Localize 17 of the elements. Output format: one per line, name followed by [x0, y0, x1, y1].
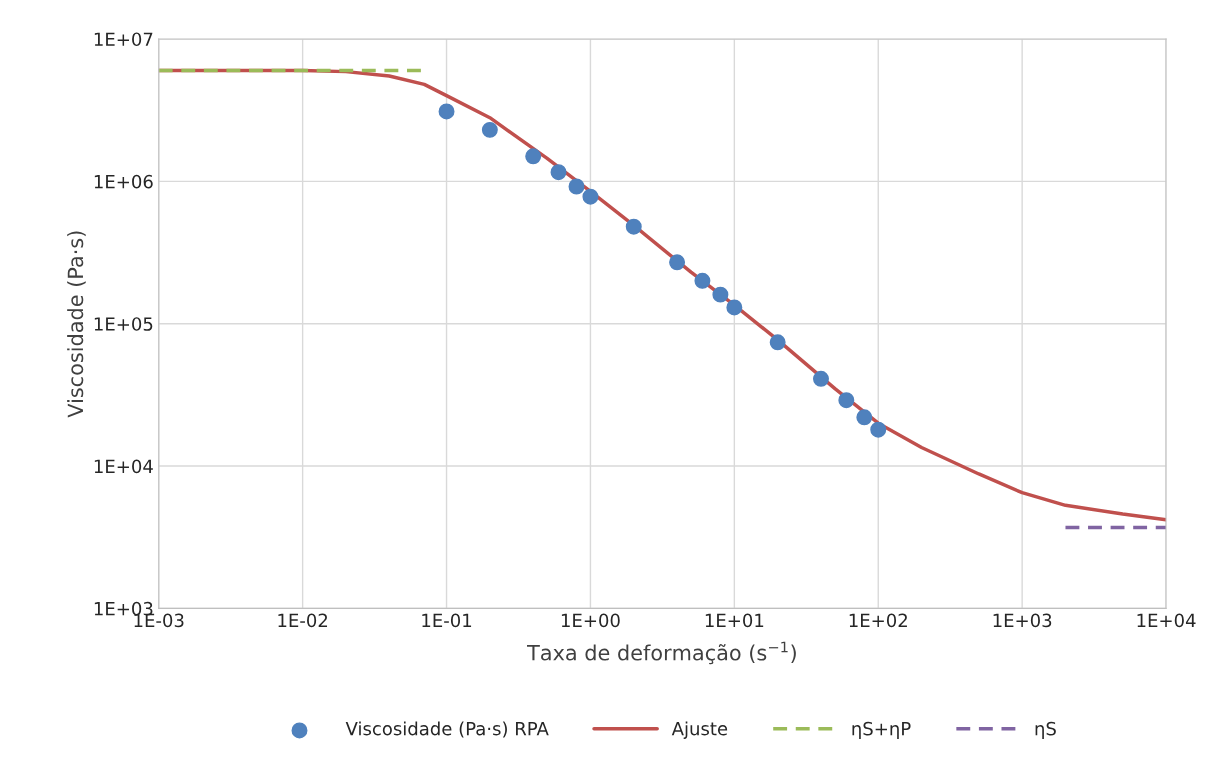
x-tick-label: 1E+01 — [705, 613, 764, 628]
x-tick-label: 1E+02 — [849, 613, 907, 628]
legend-label: ηS — [1035, 721, 1056, 739]
legend-label: Viscosidade (Pa·s) RPA — [345, 721, 549, 738]
y-tick-label: 1E+05 — [94, 317, 153, 331]
y-axis-title: Viscosidade (Pa·s) — [67, 231, 86, 418]
x-tick-label: 1E+03 — [993, 613, 1052, 628]
x-axis-title: Taxa de deformação (s$^{−1}$) — [527, 641, 796, 665]
x-tick-label: 1E-02 — [278, 613, 328, 628]
x-tick-label: 1E+00 — [561, 613, 620, 628]
y-tick-label: 1E+07 — [94, 32, 153, 47]
x-tick-label: 1E+04 — [1137, 613, 1196, 628]
legend-label: ηS+ηP — [852, 721, 911, 739]
y-tick-label: 1E+04 — [94, 459, 153, 474]
y-tick-label: 1E+06 — [94, 174, 153, 189]
x-tick-label: 1E-01 — [422, 613, 472, 628]
legend-label: Ajuste — [671, 721, 728, 739]
